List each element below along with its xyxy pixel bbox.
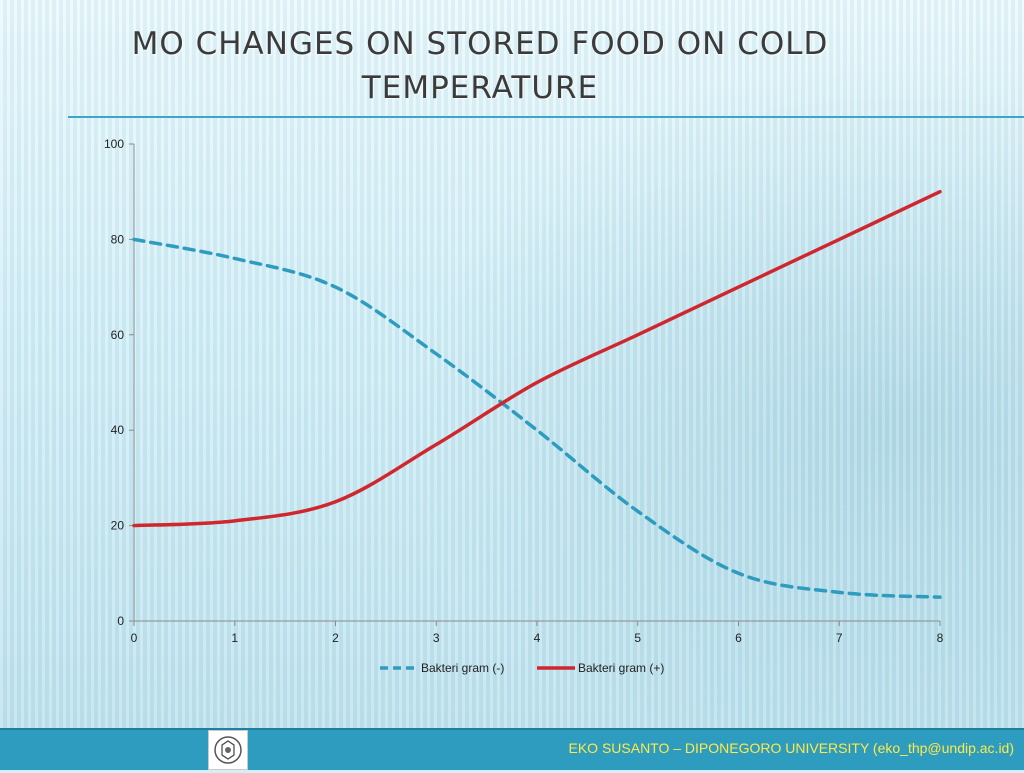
x-tick-label: 8 <box>937 631 944 645</box>
slide-title-line-1: MO CHANGES ON STORED FOOD ON COLD <box>131 26 829 62</box>
title-divider <box>68 116 1024 118</box>
chart-axes: 0 20 40 60 80 100 0 1 2 3 4 5 6 7 8 <box>104 137 944 645</box>
legend-label-1: Bakteri gram (-) <box>421 661 504 675</box>
chart-series <box>132 189 942 599</box>
chart-legend: Bakteri gram (-) Bakteri gram (+) <box>380 661 664 675</box>
y-tick-label: 100 <box>104 137 124 151</box>
x-tick-label: 5 <box>634 631 641 645</box>
x-tick-label: 3 <box>433 631 440 645</box>
x-tick-label: 1 <box>231 631 238 645</box>
y-tick-label: 0 <box>117 614 124 628</box>
x-tick-label: 0 <box>131 631 138 645</box>
x-tick-label: 4 <box>534 631 541 645</box>
series-line-1 <box>132 237 942 599</box>
slide-title-line-2: TEMPERATURE <box>361 70 599 106</box>
x-tick-label: 7 <box>836 631 843 645</box>
slide-title: MO CHANGES ON STORED FOOD ON COLD TEMPER… <box>80 22 880 110</box>
x-tick-label: 6 <box>735 631 742 645</box>
footer-bar <box>0 728 1024 770</box>
footer-credit: EKO SUSANTO – DIPONEGORO UNIVERSITY (eko… <box>568 740 1014 756</box>
y-tick-label: 40 <box>111 423 125 437</box>
y-tick-label: 60 <box>111 328 125 342</box>
x-tick-label: 2 <box>332 631 339 645</box>
y-tick-label: 20 <box>111 519 125 533</box>
series-line-2 <box>132 189 942 528</box>
y-tick-label: 80 <box>111 232 125 246</box>
legend-label-2: Bakteri gram (+) <box>578 661 664 675</box>
university-logo <box>208 730 248 770</box>
